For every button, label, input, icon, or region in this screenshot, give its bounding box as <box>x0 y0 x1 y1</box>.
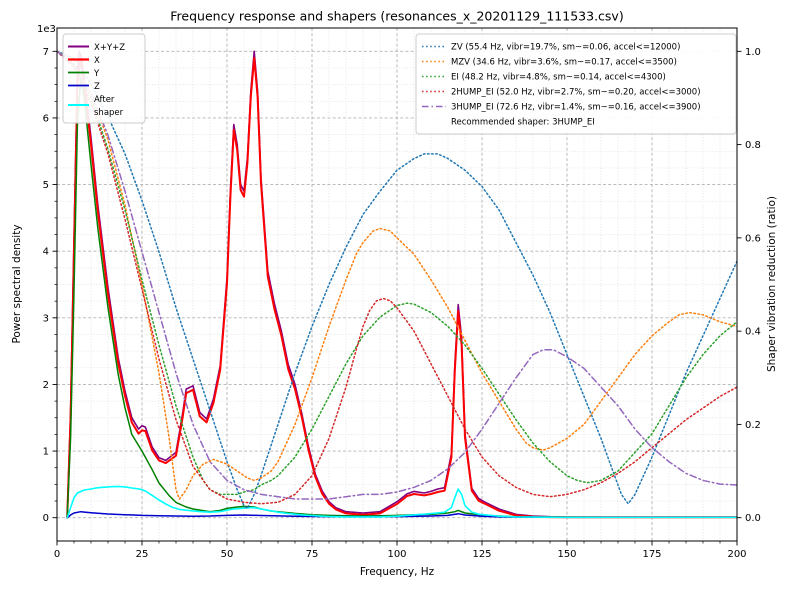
series-shaper-ei <box>57 50 737 496</box>
legend-label-psd-x: X <box>94 56 100 66</box>
y-left-tick-label: 1 <box>43 447 49 458</box>
y-left-tick-label: 7 <box>43 47 49 58</box>
x-tick-label: 125 <box>472 549 491 560</box>
legend-label-psd-z: Z <box>94 82 100 92</box>
y-right-tick-label: 0.6 <box>745 233 761 244</box>
legend-label-shaper-ei: EI (48.2 Hz, vibr=4.8%, sm~=0.14, accel<… <box>451 73 666 83</box>
legend-shapers: ZV (55.4 Hz, vibr=19.7%, sm~=0.06, accel… <box>415 33 737 135</box>
y-right-tick-label: 0.8 <box>745 140 761 151</box>
y-right-tick-label: 0.0 <box>745 513 761 524</box>
series-shaper-mzv <box>57 50 737 500</box>
y-left-tick-label: 5 <box>43 180 49 191</box>
legend-label-shaper-2hump-ei: 2HUMP_EI (52.0 Hz, vibr=2.7%, sm~=0.20, … <box>451 88 701 98</box>
recommended-shaper-text: Recommended shaper: 3HUMP_EI <box>451 118 595 128</box>
y-axis-offset-text: 1e3 <box>37 24 56 35</box>
x-tick-label: 200 <box>727 549 746 560</box>
y-right-tick-label: 0.4 <box>745 327 761 338</box>
y-left-tick-label: 3 <box>43 313 49 324</box>
chart-title: Frequency response and shapers (resonanc… <box>170 8 624 24</box>
series-psd-after-shaper <box>66 485 737 519</box>
legend-label-shaper-zv: ZV (55.4 Hz, vibr=19.7%, sm~=0.06, accel… <box>451 43 680 53</box>
legend-psd: X+Y+Z XYZ After shaper <box>62 33 146 124</box>
x-tick-label: 150 <box>557 549 576 560</box>
curves <box>57 50 737 519</box>
legend-label-psd-y: Y <box>93 69 100 79</box>
x-tick-label: 25 <box>136 549 149 560</box>
x-tick-label: 75 <box>306 549 319 560</box>
legend-shapers-box <box>415 33 737 135</box>
y-right-tick-label: 0.2 <box>745 420 761 431</box>
legend-label-psd-after-shaper: shaper <box>94 108 124 118</box>
legend-label-shaper-mzv: MZV (34.6 Hz, vibr=3.6%, sm~=0.17, accel… <box>451 58 677 68</box>
series-psd-z <box>66 510 737 519</box>
y-left-tick-label: 4 <box>43 247 49 258</box>
ticks: 0 25 50 75 100 125 150 175 200 0 1 2 3 4 5 6 7 0.0 0.2 0.4 0… <box>43 47 761 560</box>
series-shaper-3hump-ei <box>57 50 737 500</box>
series-shaper-zv <box>57 50 737 510</box>
y-right-tick-label: 1.0 <box>745 47 761 58</box>
x-tick-label: 175 <box>642 549 661 560</box>
x-axis-label: Frequency, Hz <box>359 566 435 578</box>
y-left-tick-label: 2 <box>43 380 49 391</box>
series-shaper-2hump-ei <box>57 50 737 505</box>
y-left-tick-label: 0 <box>43 513 49 524</box>
legend-label-psd-after-shaper: After <box>94 95 115 105</box>
series-psd-x <box>66 57 737 519</box>
series-psd-xyz <box>66 50 737 519</box>
legend-psd-box <box>62 33 146 124</box>
legend-label-psd-xyz: X+Y+Z <box>94 43 125 53</box>
x-tick-label: 100 <box>387 549 406 560</box>
y-left-tick-label: 6 <box>43 113 49 124</box>
x-tick-label: 50 <box>221 549 234 560</box>
legend-label-shaper-3hump-ei: 3HUMP_EI (72.6 Hz, vibr=1.4%, sm~=0.16, … <box>451 103 701 113</box>
x-tick-label: 0 <box>54 549 60 560</box>
